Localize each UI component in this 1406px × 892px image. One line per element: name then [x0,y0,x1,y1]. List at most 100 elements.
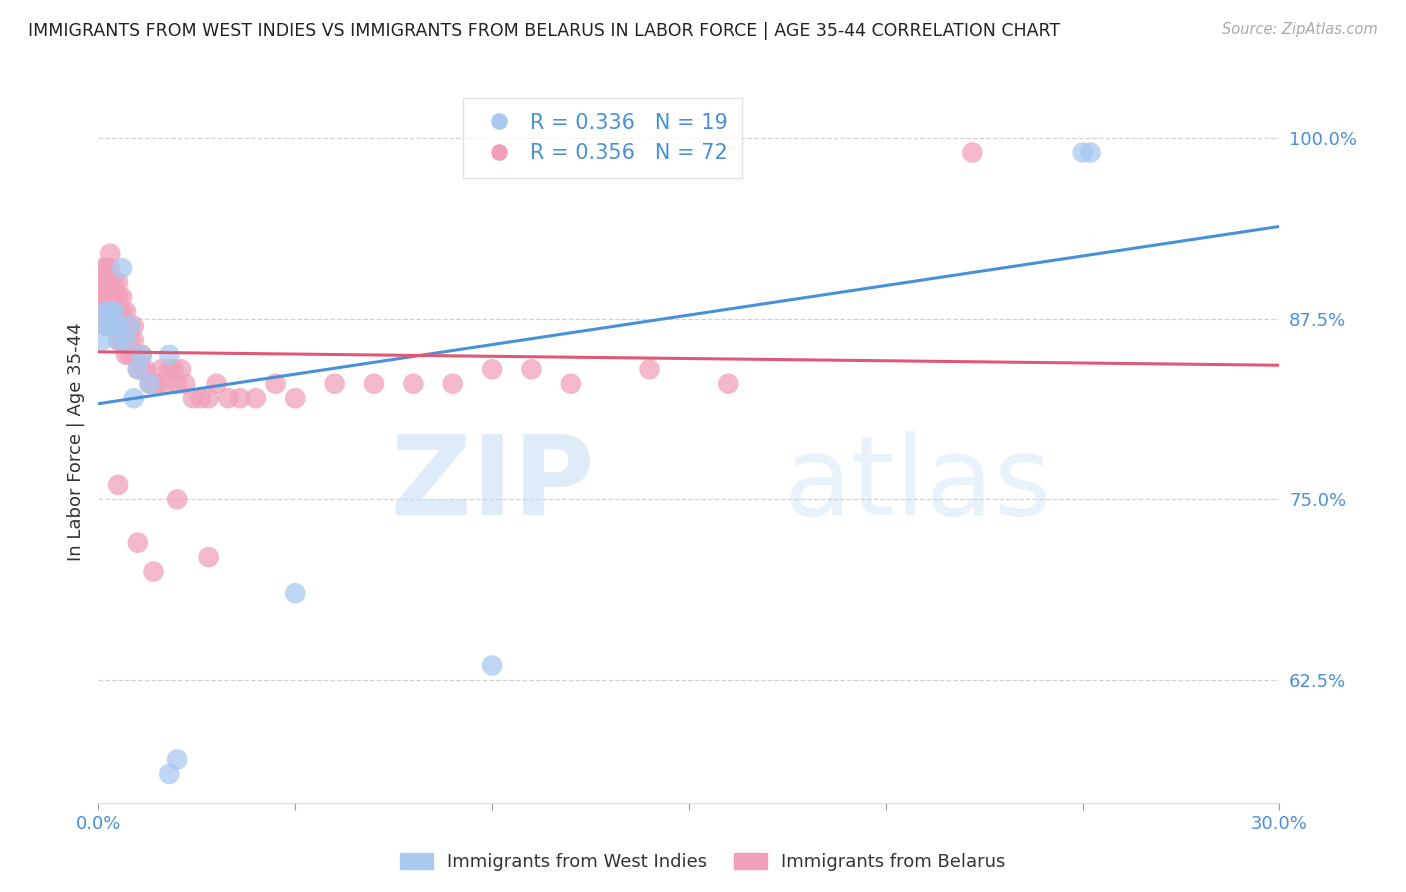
Point [323,376,346,391]
Point [91,261,114,276]
Point [264,376,287,391]
Point [115,334,138,348]
Point [127,535,149,549]
Point [115,318,138,333]
Point [131,348,153,362]
Point [402,376,425,391]
Point [107,478,129,492]
Point [122,318,145,333]
Point [481,362,503,376]
Point [91,290,114,304]
Point [157,767,180,781]
Point [91,276,114,290]
Point [138,376,160,391]
Point [96,304,118,318]
Point [166,752,188,766]
Point [103,276,125,290]
Point [103,290,125,304]
Point [103,304,125,318]
Point [107,318,129,333]
Point [107,290,129,304]
Point [170,362,193,376]
Point [107,304,129,318]
Point [107,334,129,348]
Point [115,304,138,318]
Point [96,261,118,276]
Point [229,391,252,405]
Point [107,334,129,348]
Point [174,376,197,391]
Point [131,348,153,362]
Point [103,318,125,333]
Point [98,261,121,276]
Legend: Immigrants from West Indies, Immigrants from Belarus: Immigrants from West Indies, Immigrants … [394,846,1012,879]
Point [98,304,121,318]
Point [91,334,114,348]
Point [122,391,145,405]
Point [157,348,180,362]
Point [150,362,173,376]
Point [638,362,661,376]
Point [162,362,184,376]
Point [118,348,141,362]
Point [962,145,984,160]
Point [98,318,121,333]
Point [441,376,464,391]
Point [111,318,134,333]
Point [98,304,121,318]
Point [284,586,307,600]
Point [181,391,204,405]
Point [96,290,118,304]
Point [363,376,385,391]
Point [197,550,219,565]
Point [217,391,239,405]
Point [190,391,212,405]
Point [127,362,149,376]
Point [96,318,118,333]
Point [166,492,188,507]
Point [96,318,118,333]
Text: atlas: atlas [783,432,1052,539]
Point [205,376,228,391]
Point [98,276,121,290]
Point [197,391,219,405]
Point [481,658,503,673]
Point [142,376,165,391]
Point [146,376,169,391]
Text: IMMIGRANTS FROM WEST INDIES VS IMMIGRANTS FROM BELARUS IN LABOR FORCE | AGE 35-4: IMMIGRANTS FROM WEST INDIES VS IMMIGRANT… [28,22,1060,40]
Point [560,376,582,391]
Point [245,391,267,405]
Point [118,318,141,333]
Point [717,376,740,391]
Point [111,261,134,276]
Text: ZIP: ZIP [391,432,595,539]
Point [127,348,149,362]
Point [118,334,141,348]
Point [1071,145,1094,160]
Point [103,304,125,318]
Y-axis label: In Labor Force | Age 35-44: In Labor Force | Age 35-44 [66,322,84,561]
Point [107,318,129,333]
Point [284,391,307,405]
Text: Source: ZipAtlas.com: Source: ZipAtlas.com [1222,22,1378,37]
Point [520,362,543,376]
Point [127,362,149,376]
Point [91,304,114,318]
Point [155,376,177,391]
Point [98,318,121,333]
Point [131,362,153,376]
Point [122,334,145,348]
Point [166,376,188,391]
Legend: R = 0.336   N = 19, R = 0.356   N = 72: R = 0.336 N = 19, R = 0.356 N = 72 [463,98,742,178]
Point [1080,145,1102,160]
Point [98,290,121,304]
Point [142,565,165,579]
Point [111,290,134,304]
Point [135,362,157,376]
Point [107,276,129,290]
Point [103,318,125,333]
Point [111,304,134,318]
Point [138,376,160,391]
Point [122,348,145,362]
Point [96,304,118,318]
